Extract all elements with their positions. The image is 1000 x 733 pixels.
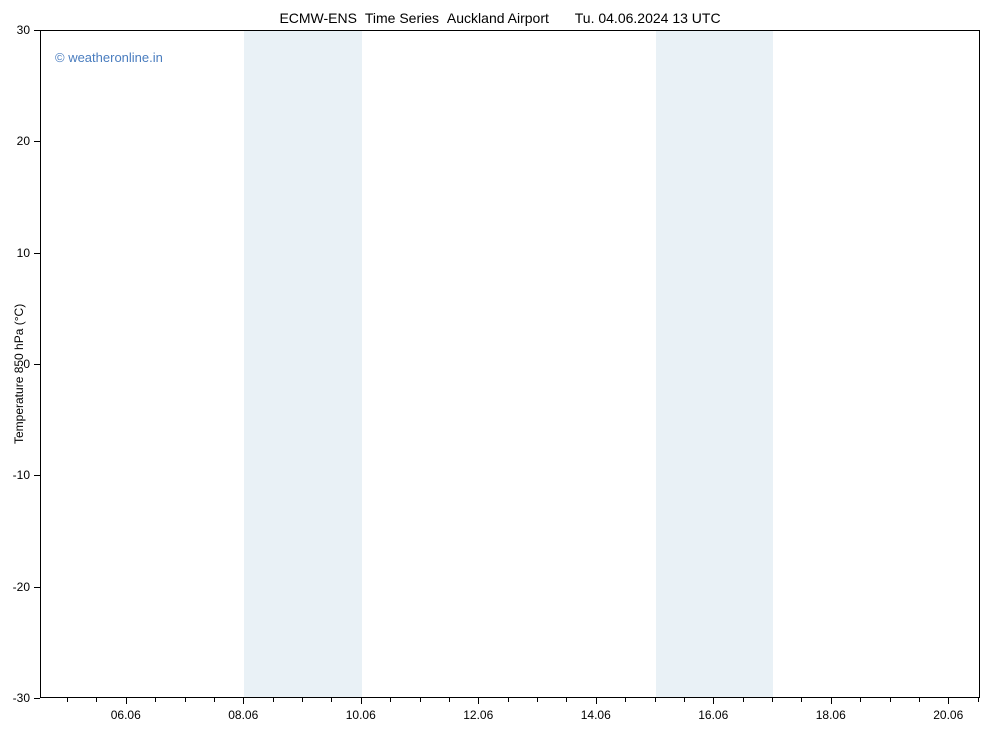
plot-area xyxy=(40,30,980,698)
y-tick-mark xyxy=(34,698,40,699)
x-minor-tick-mark xyxy=(273,698,274,702)
x-minor-tick-mark xyxy=(655,698,656,702)
title-datetime: Tu. 04.06.2024 13 UTC xyxy=(575,10,721,26)
x-minor-tick-mark xyxy=(508,698,509,702)
y-tick-label: 0 xyxy=(23,357,30,371)
x-minor-tick-mark xyxy=(302,698,303,702)
watermark-text: © weatheronline.in xyxy=(55,50,163,65)
x-minor-tick-mark xyxy=(331,698,332,702)
shaded-band xyxy=(656,31,715,697)
shaded-band xyxy=(244,31,303,697)
y-tick-label: 20 xyxy=(17,134,30,148)
x-minor-tick-mark xyxy=(625,698,626,702)
x-minor-tick-mark xyxy=(185,698,186,702)
y-tick-mark xyxy=(34,475,40,476)
x-tick-label: 08.06 xyxy=(228,708,258,722)
x-tick-mark xyxy=(948,698,949,704)
x-tick-label: 14.06 xyxy=(581,708,611,722)
y-tick-label: -20 xyxy=(13,580,30,594)
x-tick-label: 16.06 xyxy=(698,708,728,722)
x-minor-tick-mark xyxy=(684,698,685,702)
y-tick-label: 30 xyxy=(17,23,30,37)
title-model: ECMW-ENS xyxy=(279,10,357,26)
x-tick-label: 12.06 xyxy=(463,708,493,722)
shaded-band xyxy=(714,31,773,697)
y-tick-label: 10 xyxy=(17,246,30,260)
x-minor-tick-mark xyxy=(390,698,391,702)
y-tick-mark xyxy=(34,253,40,254)
x-minor-tick-mark xyxy=(978,698,979,702)
x-tick-mark xyxy=(478,698,479,704)
y-tick-mark xyxy=(34,364,40,365)
x-minor-tick-mark xyxy=(743,698,744,702)
x-minor-tick-mark xyxy=(96,698,97,702)
chart-title-row: ECMW-ENS Time Series Auckland Airport Tu… xyxy=(0,10,1000,26)
y-tick-label: -10 xyxy=(13,468,30,482)
x-tick-label: 18.06 xyxy=(816,708,846,722)
y-axis-label: Temperature 850 hPa (°C) xyxy=(12,304,26,444)
x-minor-tick-mark xyxy=(420,698,421,702)
y-tick-mark xyxy=(34,141,40,142)
title-location: Auckland Airport xyxy=(447,10,549,26)
x-minor-tick-mark xyxy=(919,698,920,702)
x-tick-mark xyxy=(831,698,832,704)
x-tick-label: 10.06 xyxy=(346,708,376,722)
x-tick-mark xyxy=(713,698,714,704)
shaded-band xyxy=(303,31,362,697)
x-minor-tick-mark xyxy=(566,698,567,702)
x-minor-tick-mark xyxy=(537,698,538,702)
x-tick-mark xyxy=(361,698,362,704)
y-tick-mark xyxy=(34,587,40,588)
x-tick-mark xyxy=(243,698,244,704)
x-tick-mark xyxy=(596,698,597,704)
x-tick-label: 06.06 xyxy=(111,708,141,722)
chart-container: ECMW-ENS Time Series Auckland Airport Tu… xyxy=(0,0,1000,733)
title-series: Time Series xyxy=(365,10,439,26)
y-tick-label: -30 xyxy=(13,691,30,705)
x-minor-tick-mark xyxy=(890,698,891,702)
x-tick-mark xyxy=(126,698,127,704)
y-tick-mark xyxy=(34,30,40,31)
x-minor-tick-mark xyxy=(155,698,156,702)
x-minor-tick-mark xyxy=(860,698,861,702)
x-minor-tick-mark xyxy=(449,698,450,702)
x-minor-tick-mark xyxy=(67,698,68,702)
x-minor-tick-mark xyxy=(214,698,215,702)
x-minor-tick-mark xyxy=(801,698,802,702)
x-minor-tick-mark xyxy=(772,698,773,702)
x-tick-label: 20.06 xyxy=(933,708,963,722)
